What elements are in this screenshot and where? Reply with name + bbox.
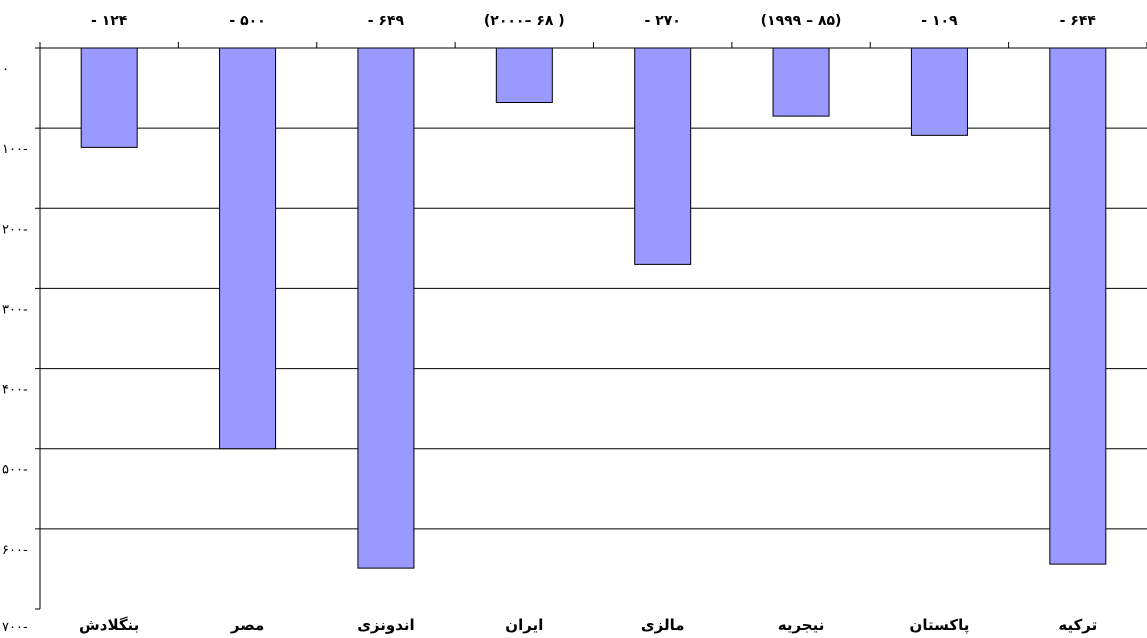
category-label: مالزی: [641, 616, 685, 634]
category-label: ایران: [505, 616, 543, 634]
category-label: اندونزی: [357, 616, 414, 634]
data-label: (۲۰۰۰– ۶۸ ): [484, 13, 565, 29]
category-label: مصر: [230, 616, 264, 634]
category-label: نیجریه: [778, 616, 825, 634]
y-tick-label: ۳۰۰-: [2, 302, 28, 317]
bar: [772, 47, 830, 117]
labels: ۰ ۱۰۰- ۲۰۰- ۳۰۰- ۴۰۰- ۵۰۰- ۶۰۰- ۷۰۰- - ۱۲۴ بنگلاد…: [2, 13, 1097, 635]
bar: [357, 47, 415, 569]
data-label: (۱۹۹۹ – ۸۵): [761, 13, 842, 29]
y-tick-label: ۲۰۰-: [2, 222, 28, 237]
data-label: - ۲۷۰: [645, 13, 681, 29]
data-label: - ۵۰۰: [229, 13, 265, 29]
y-tick-label: ۱۰۰-: [2, 142, 28, 157]
bar: [634, 47, 692, 265]
y-tick-label: ۷۰۰-: [2, 620, 28, 635]
y-tick-label: ۰: [2, 62, 9, 77]
bar: [495, 47, 553, 103]
category-label: بنگلادش: [79, 616, 139, 634]
data-label: - ۱۲۴: [91, 13, 128, 29]
y-tick-label: ۴۰۰-: [2, 383, 28, 398]
category-label: ترکیه: [1058, 616, 1097, 634]
gridlines: [40, 127, 1147, 530]
y-tick-label: ۵۰۰-: [2, 463, 28, 478]
bar: [1049, 47, 1107, 565]
axes: [35, 42, 1147, 610]
y-tick-label: ۶۰۰-: [2, 543, 28, 558]
data-label: - ۶۴۹: [368, 13, 405, 29]
data-label: - ۱۰۹: [921, 13, 958, 29]
bars: [80, 47, 1107, 569]
bar: [910, 47, 968, 136]
bar: [219, 47, 277, 450]
bar: [80, 47, 138, 148]
data-label: - ۶۴۴: [1060, 13, 1097, 29]
category-label: پاکستان: [910, 616, 970, 635]
